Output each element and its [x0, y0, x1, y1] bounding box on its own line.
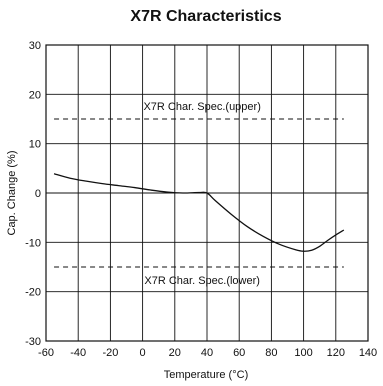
- x-tick-label: -60: [38, 347, 54, 359]
- x-tick-label: -40: [70, 347, 86, 359]
- x-tick-label: 20: [169, 347, 181, 359]
- x-tick-label: 120: [327, 347, 345, 359]
- reference-line-label: X7R Char. Spec.(lower): [144, 275, 260, 287]
- x-tick-labels: -60 -40 -20 0 20 40 60 80 100 120 140: [38, 347, 377, 359]
- x-tick-label: 40: [201, 347, 213, 359]
- y-tick-label: -10: [25, 237, 41, 249]
- y-tick-label: 0: [35, 188, 41, 200]
- x-tick-label: 100: [294, 347, 312, 359]
- x-tick-label: 140: [359, 347, 377, 359]
- plot-frame: [45, 44, 369, 342]
- x-tick-label: -20: [102, 347, 118, 359]
- x-tick-label: 60: [233, 347, 245, 359]
- series-line: [53, 173, 345, 252]
- y-tick-label: 20: [29, 89, 41, 101]
- y-tick-label: 10: [29, 139, 41, 151]
- y-tick-label: -20: [25, 287, 41, 299]
- x-tick-label: 0: [140, 347, 146, 359]
- y-tick-label: 30: [29, 40, 41, 52]
- x-axis-label: Temperature (°C): [164, 369, 248, 381]
- x-tick-label: 80: [265, 347, 277, 359]
- y-axis-label: Cap. Change (%): [6, 151, 18, 236]
- y-tick-label: -30: [25, 336, 41, 348]
- series-group: [53, 173, 345, 252]
- chart-title: X7R Characteristics: [130, 8, 281, 25]
- reference-lines: X7R Char. Spec.(upper) X7R Char. Spec.(lo…: [54, 101, 344, 287]
- y-tick-labels: 30 20 10 0 -10 -20 -30: [25, 40, 41, 348]
- reference-line-label: X7R Char. Spec.(upper): [143, 101, 260, 113]
